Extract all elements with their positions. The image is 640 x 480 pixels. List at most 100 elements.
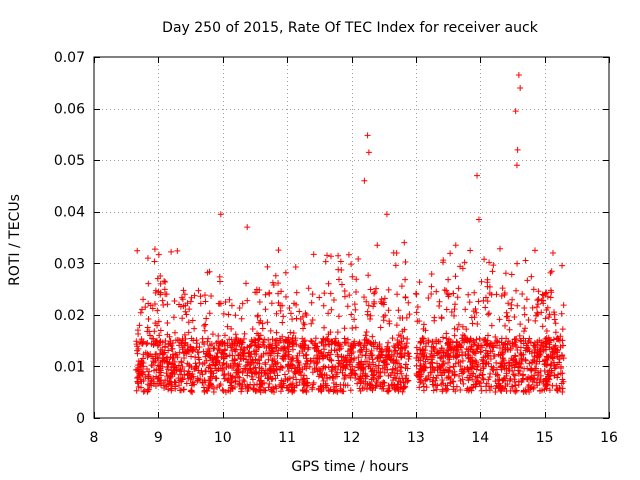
data-point-marker bbox=[241, 365, 248, 372]
data-point-marker bbox=[455, 321, 462, 328]
data-point-marker bbox=[166, 333, 173, 340]
data-point-marker bbox=[286, 340, 293, 347]
data-point-marker bbox=[154, 337, 161, 344]
data-point-marker bbox=[394, 381, 401, 388]
data-point-marker bbox=[522, 325, 529, 332]
data-point-marker bbox=[503, 335, 510, 342]
data-point-marker bbox=[278, 364, 285, 371]
y-tick-label: 0.02 bbox=[54, 308, 85, 324]
data-point-marker bbox=[152, 289, 159, 296]
data-point-marker bbox=[302, 310, 309, 317]
data-point-marker bbox=[356, 385, 363, 392]
data-point-marker bbox=[325, 331, 332, 338]
data-point-marker bbox=[171, 367, 178, 374]
data-point-marker bbox=[257, 332, 264, 339]
data-point-marker bbox=[469, 376, 476, 383]
data-point-marker bbox=[320, 302, 327, 309]
data-point-marker bbox=[388, 351, 395, 358]
data-point-marker bbox=[180, 386, 187, 393]
data-point-marker bbox=[160, 302, 167, 309]
data-point-marker bbox=[363, 328, 370, 335]
data-point-marker bbox=[301, 372, 308, 379]
data-point-marker bbox=[395, 386, 402, 393]
x-tick-label: 12 bbox=[343, 430, 361, 446]
data-point-marker bbox=[321, 290, 328, 297]
data-point-marker bbox=[324, 352, 331, 359]
data-point-marker bbox=[300, 375, 307, 382]
data-point-marker bbox=[275, 339, 282, 346]
data-point-marker bbox=[413, 344, 420, 351]
data-point-marker bbox=[459, 357, 466, 364]
data-point-marker bbox=[210, 345, 217, 352]
data-point-marker bbox=[473, 366, 480, 373]
data-point-marker bbox=[485, 376, 492, 383]
chart-title: Day 250 of 2015, Rate Of TEC Index for r… bbox=[162, 20, 539, 36]
data-point-marker bbox=[450, 290, 457, 297]
data-point-marker bbox=[316, 366, 323, 373]
data-point-marker bbox=[335, 313, 342, 320]
data-point-marker bbox=[461, 259, 468, 266]
data-point-marker bbox=[445, 368, 452, 375]
data-point-marker bbox=[380, 379, 387, 386]
data-point-marker bbox=[459, 323, 466, 330]
data-point-marker bbox=[243, 280, 250, 287]
data-point-marker bbox=[328, 306, 335, 313]
data-point-marker bbox=[516, 332, 523, 339]
data-point-marker bbox=[265, 336, 272, 343]
data-point-marker bbox=[275, 290, 282, 297]
data-point-marker bbox=[501, 291, 508, 298]
data-point-marker bbox=[228, 325, 235, 332]
data-point-marker bbox=[293, 376, 300, 383]
data-point-marker bbox=[195, 287, 202, 294]
data-point-marker bbox=[334, 389, 341, 396]
data-point-marker bbox=[237, 346, 244, 353]
data-point-marker bbox=[405, 356, 412, 363]
data-point-marker bbox=[305, 285, 312, 292]
data-point-marker bbox=[414, 303, 421, 310]
data-point-marker bbox=[199, 379, 206, 386]
data-point-marker bbox=[292, 370, 299, 377]
data-point-marker bbox=[155, 341, 162, 348]
data-point-marker bbox=[144, 381, 151, 388]
data-point-marker bbox=[316, 294, 323, 301]
data-point-marker bbox=[244, 344, 251, 351]
data-point-marker bbox=[373, 378, 380, 385]
data-point-marker bbox=[312, 335, 319, 342]
data-point-marker bbox=[378, 296, 385, 303]
data-point-marker bbox=[503, 370, 510, 377]
data-point-marker bbox=[405, 350, 412, 357]
data-point-marker bbox=[330, 384, 337, 391]
data-point-marker bbox=[389, 365, 396, 372]
data-point-marker bbox=[503, 313, 510, 320]
data-point-marker bbox=[489, 366, 496, 373]
data-point-marker bbox=[513, 343, 520, 350]
data-point-marker bbox=[486, 373, 493, 380]
data-point-marker bbox=[143, 341, 150, 348]
data-point-marker bbox=[232, 348, 239, 355]
data-point-marker bbox=[194, 340, 201, 347]
data-point-marker bbox=[402, 383, 409, 390]
data-point-marker bbox=[394, 350, 401, 357]
data-point-marker bbox=[489, 268, 496, 275]
data-point-marker bbox=[227, 382, 234, 389]
data-point-marker bbox=[355, 255, 362, 262]
data-point-marker bbox=[447, 346, 454, 353]
data-point-marker bbox=[385, 307, 392, 314]
data-point-marker bbox=[148, 335, 155, 342]
data-point-marker bbox=[509, 383, 516, 390]
data-point-marker bbox=[163, 370, 170, 377]
data-point-marker bbox=[273, 310, 280, 317]
data-point-marker bbox=[451, 332, 458, 339]
data-point-marker bbox=[479, 375, 486, 382]
data-point-marker bbox=[173, 351, 180, 358]
data-point-marker bbox=[150, 358, 157, 365]
data-point-marker bbox=[420, 362, 427, 369]
data-point-marker bbox=[402, 259, 409, 266]
data-point-marker bbox=[188, 387, 195, 394]
data-point-marker bbox=[446, 356, 453, 363]
data-point-marker bbox=[493, 291, 500, 298]
data-point-marker bbox=[559, 389, 566, 396]
data-point-marker bbox=[315, 373, 322, 380]
data-point-marker bbox=[483, 387, 490, 394]
data-point-marker bbox=[520, 328, 527, 335]
